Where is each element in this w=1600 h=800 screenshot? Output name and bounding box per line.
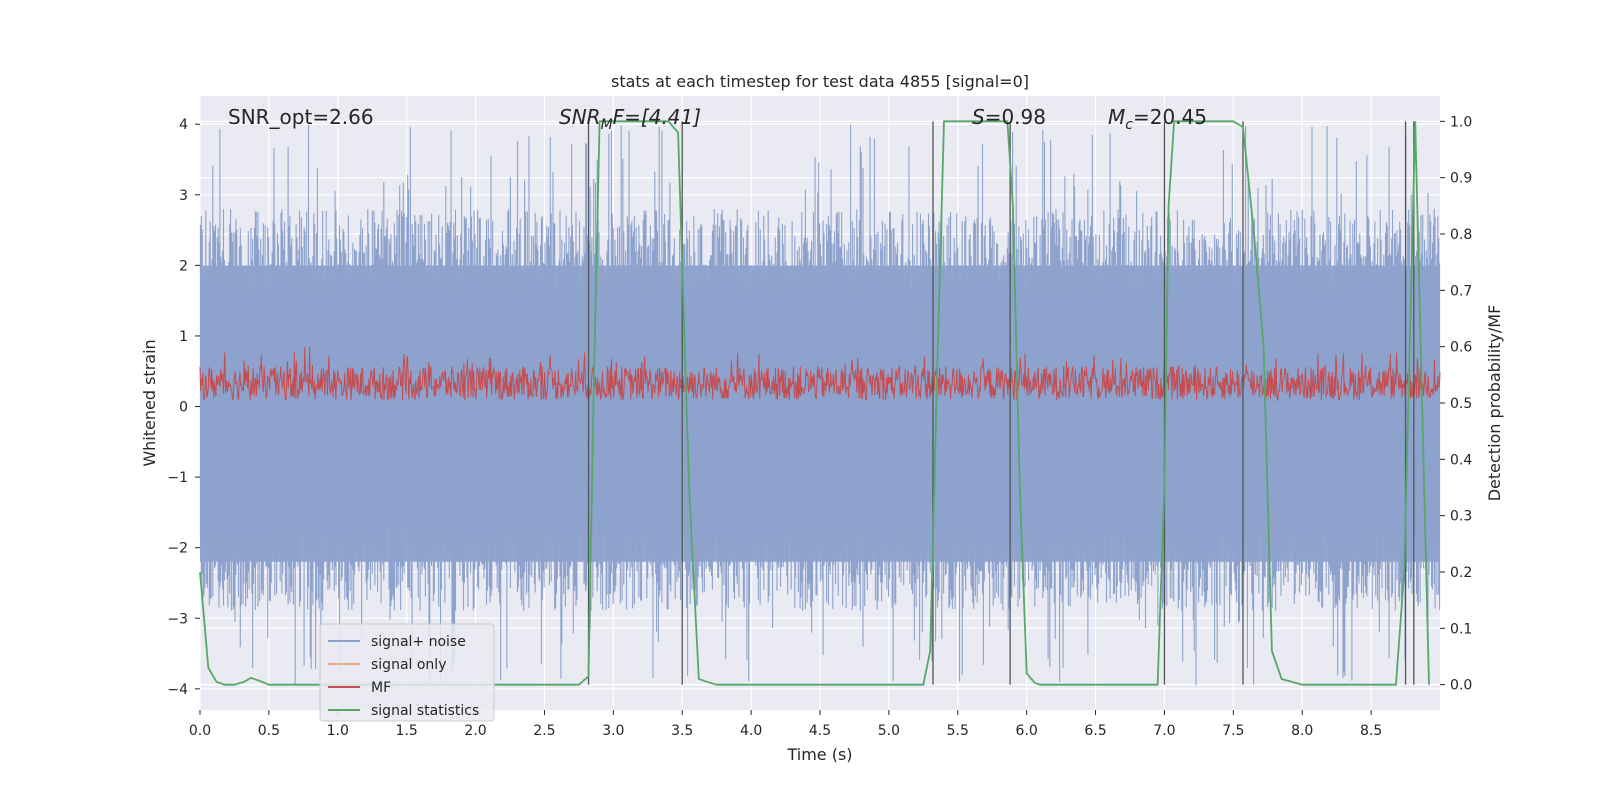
- ticks: 0.0 0.5 1.0 1.5 2.0 2.5 3.0 3.5 4.0 4.5 5.0 5.5 6.0 6…: [167, 114, 1472, 739]
- x-tick-label: 7.5: [1222, 723, 1244, 739]
- x-tick-label: 8.5: [1360, 723, 1382, 739]
- legend: signal+ noise signal only MF signal statist…: [319, 623, 495, 722]
- annotation-snr-mf: SNRMF=[4.41]: [559, 105, 701, 133]
- x-tick-label: 3.5: [671, 723, 693, 739]
- y-tick-label-right: 0.1: [1450, 621, 1472, 637]
- y-axis-label-right: Detection probability/MF: [1485, 305, 1504, 502]
- mc-base: M: [1108, 105, 1125, 129]
- legend-label: MF: [371, 680, 391, 696]
- y-tick-label-left: 4: [179, 117, 188, 133]
- y-tick-label-left: −2: [167, 541, 188, 557]
- mf-series: [199, 346, 1441, 402]
- y-tick-label-left: −3: [167, 611, 188, 627]
- s-base: S: [972, 105, 985, 129]
- x-tick-label: 5.5: [947, 723, 969, 739]
- y-tick-label-right: 0.8: [1450, 227, 1472, 243]
- y-tick-label-right: 0.6: [1450, 340, 1472, 356]
- y-tick-label-left: −4: [167, 682, 188, 698]
- y-tick-label-left: −1: [167, 470, 188, 486]
- x-tick-label: 6.0: [1016, 723, 1038, 739]
- x-tick-label: 5.0: [878, 723, 900, 739]
- signal-statistics-line: [199, 120, 1430, 686]
- y-axis-label-left: Whitened strain: [140, 339, 159, 466]
- y-tick-label-left: 0: [179, 400, 188, 416]
- x-tick-label: 1.5: [396, 723, 418, 739]
- y-tick-label-right: 0.3: [1450, 509, 1472, 525]
- y-tick-label-right: 0.2: [1450, 565, 1472, 581]
- signal-noise-series: [199, 124, 1441, 686]
- mc-rest: =20.45: [1133, 105, 1207, 129]
- x-tick-label: 0.0: [189, 723, 211, 739]
- x-tick-label: 2.5: [533, 723, 555, 739]
- x-tick-label: 1.0: [327, 723, 349, 739]
- mf-trace: [199, 346, 1441, 402]
- y-tick-label-left: 1: [179, 329, 188, 345]
- y-tick-label-right: 1.0: [1450, 114, 1472, 130]
- y-tick-label-right: 0.7: [1450, 283, 1472, 299]
- x-tick-label: 0.5: [258, 723, 280, 739]
- x-tick-label: 6.5: [1084, 723, 1106, 739]
- y-tick-label-right: 0.4: [1450, 452, 1472, 468]
- snr-mf-base: SNR: [559, 105, 601, 129]
- x-axis-label: Time (s): [786, 745, 852, 764]
- x-tick-label: 4.5: [809, 723, 831, 739]
- annotation-mc: Mc=20.45: [1108, 105, 1207, 133]
- legend-label: signal+ noise: [371, 634, 466, 650]
- x-tick-label: 2.0: [464, 723, 486, 739]
- x-tick-label: 7.0: [1153, 723, 1175, 739]
- x-tick-label: 8.0: [1291, 723, 1313, 739]
- mc-sub: c: [1125, 117, 1133, 133]
- snr-mf-rest: F=[4.41]: [613, 105, 701, 129]
- snr-mf-sub: M: [601, 117, 613, 133]
- y-tick-label-right: 0.9: [1450, 171, 1472, 187]
- legend-label: signal statistics: [371, 703, 479, 719]
- x-tick-label: 3.0: [602, 723, 624, 739]
- chart-title: stats at each timestep for test data 485…: [611, 72, 1029, 91]
- y-tick-label-left: 3: [179, 188, 188, 204]
- legend-box: [319, 623, 495, 722]
- x-tick-label: 4.0: [740, 723, 762, 739]
- legend-label: signal only: [371, 657, 446, 673]
- y-tick-label-right: 0.5: [1450, 396, 1472, 412]
- y-tick-label-right: 0.0: [1450, 678, 1472, 694]
- detection-vertical-lines: [587, 121, 1415, 685]
- signal-statistics-series: [199, 120, 1430, 686]
- s-rest: =0.98: [985, 105, 1046, 129]
- annotation-s: S=0.98: [972, 105, 1046, 129]
- y-tick-label-left: 2: [179, 258, 188, 274]
- annotation-snr-opt: SNR_opt=2.66: [228, 105, 374, 129]
